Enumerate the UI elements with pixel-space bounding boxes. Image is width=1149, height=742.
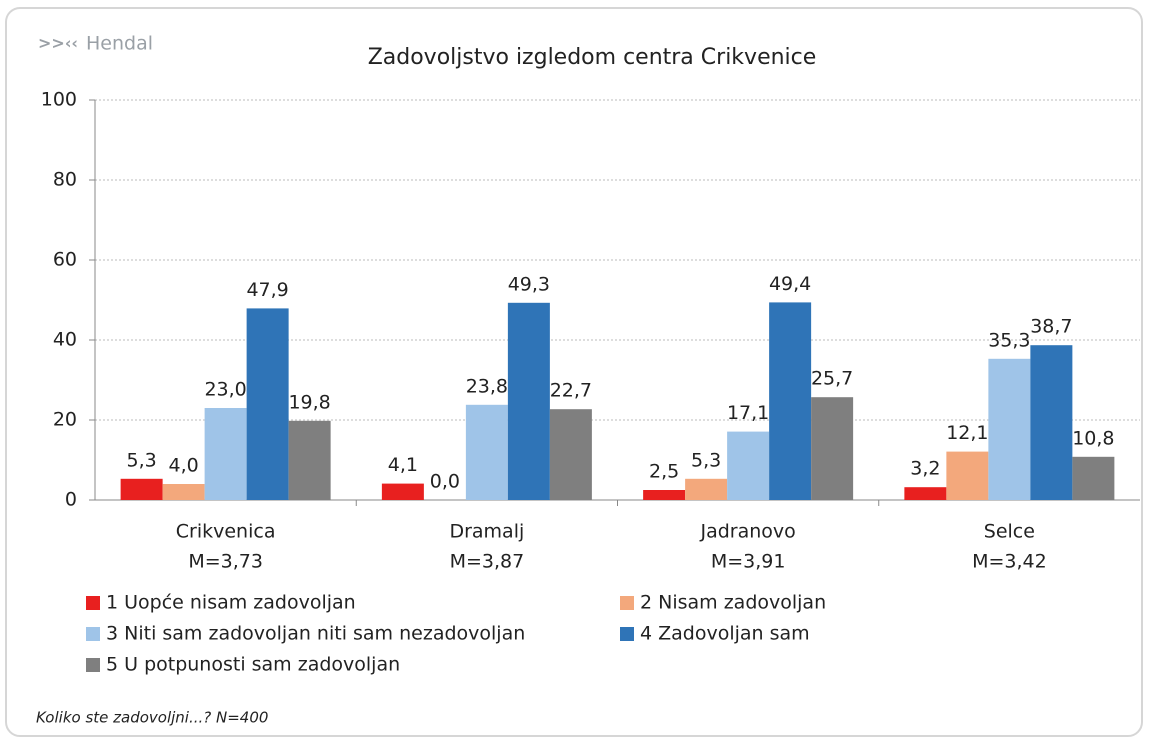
legend-swatch xyxy=(86,658,100,672)
bar xyxy=(1072,456,1115,500)
data-label: 2,5 xyxy=(649,461,679,483)
y-tick-label: 40 xyxy=(53,329,77,351)
x-tick-label: Jadranovo xyxy=(699,521,795,543)
legend-swatch xyxy=(620,627,634,641)
legend-label: 3 Niti sam zadovoljan niti sam nezadovol… xyxy=(106,623,525,645)
data-label: 19,8 xyxy=(288,391,330,413)
legend-label: 2 Nisam zadovoljan xyxy=(640,592,826,614)
legend-label: 1 Uopće nisam zadovoljan xyxy=(106,592,356,614)
legend-swatch xyxy=(620,596,634,610)
category-mean: M=3,87 xyxy=(450,551,525,573)
bar xyxy=(162,484,205,500)
bar xyxy=(549,409,592,500)
data-label: 22,7 xyxy=(550,380,592,402)
legend-label: 5 U potpunosti sam zadovoljan xyxy=(106,654,400,676)
data-label: 49,4 xyxy=(769,273,811,295)
bar xyxy=(685,478,728,500)
data-label: 47,9 xyxy=(246,279,288,301)
y-tick-label: 80 xyxy=(53,169,77,191)
data-label: 23,8 xyxy=(466,375,508,397)
bar xyxy=(727,431,770,500)
x-tick-label: Selce xyxy=(984,521,1035,543)
bar xyxy=(1030,345,1073,500)
category-mean: M=3,73 xyxy=(188,551,263,573)
bar xyxy=(988,358,1031,500)
x-tick-label: Crikvenica xyxy=(176,521,276,543)
data-label: 12,1 xyxy=(946,422,988,444)
category-mean: M=3,91 xyxy=(711,551,786,573)
data-label: 5,3 xyxy=(127,449,157,471)
bar xyxy=(246,308,289,500)
data-label: 17,1 xyxy=(727,402,769,424)
x-tick-label: Dramalj xyxy=(449,521,524,543)
data-label: 5,3 xyxy=(691,449,721,471)
brand: Hendal xyxy=(86,33,153,55)
data-label: 49,3 xyxy=(508,273,550,295)
data-label: 4,1 xyxy=(388,454,418,476)
y-tick-label: 20 xyxy=(53,409,77,431)
bar xyxy=(120,478,163,500)
y-tick-label: 100 xyxy=(41,89,77,111)
legend-swatch xyxy=(86,596,100,610)
data-label: 10,8 xyxy=(1072,427,1114,449)
data-label: 23,0 xyxy=(204,379,246,401)
bar xyxy=(769,302,812,500)
data-label: 38,7 xyxy=(1030,316,1072,338)
logo-mark: >>‹‹ xyxy=(38,34,78,53)
y-tick-label: 60 xyxy=(53,249,77,271)
data-label: 35,3 xyxy=(988,329,1030,351)
bar xyxy=(904,487,947,500)
chart-title: Zadovoljstvo izgledom centra Crikvenice xyxy=(368,45,817,70)
footnote: Koliko ste zadovoljni...? N=400 xyxy=(36,709,268,727)
bar xyxy=(507,302,550,500)
bar xyxy=(811,397,854,500)
data-label: 4,0 xyxy=(169,455,199,477)
card xyxy=(5,7,1143,737)
data-label: 25,7 xyxy=(811,368,853,390)
bar xyxy=(288,420,331,500)
bar xyxy=(204,408,247,500)
category-mean: M=3,42 xyxy=(972,551,1047,573)
legend-label: 4 Zadovoljan sam xyxy=(640,623,810,645)
bar xyxy=(946,451,989,500)
y-tick-label: 0 xyxy=(65,489,77,511)
legend-swatch xyxy=(86,627,100,641)
data-label: 3,2 xyxy=(910,458,940,480)
data-label: 0,0 xyxy=(430,471,460,493)
bar xyxy=(643,490,686,500)
bar xyxy=(381,483,424,500)
bar xyxy=(465,404,508,500)
